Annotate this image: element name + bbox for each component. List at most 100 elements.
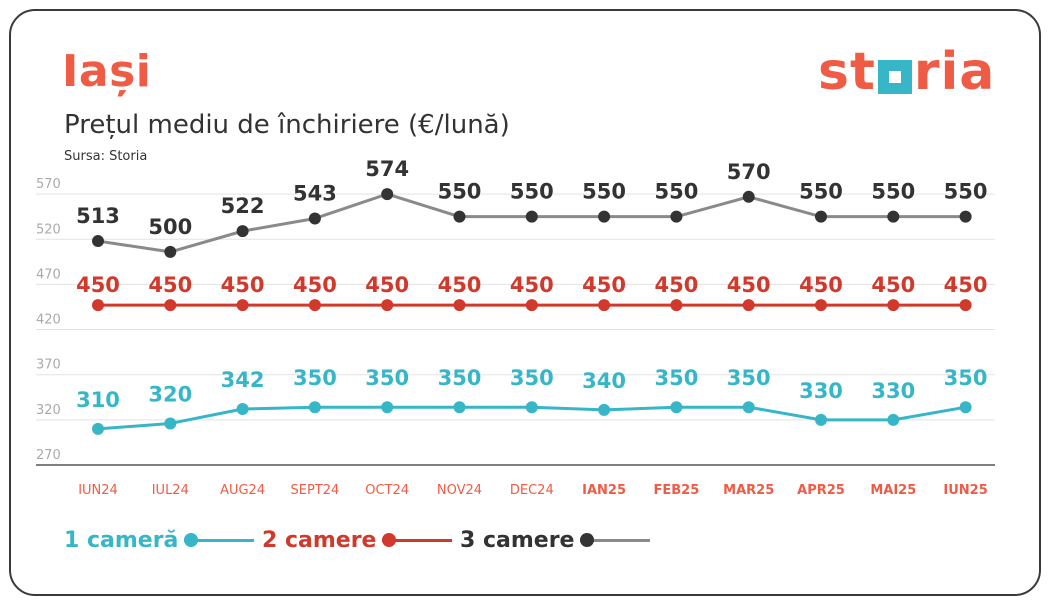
series-3-camere-point (525, 210, 538, 223)
series-3-camere-data-label: 550 (654, 180, 698, 204)
y-tick-label: 420 (36, 313, 61, 328)
series-2-camere-point (164, 299, 177, 312)
series-1-camera-data-label: 350 (365, 366, 409, 390)
series-3-camere-data-label: 550 (799, 180, 843, 204)
chart-card (9, 9, 1041, 596)
series-2-camere-point (236, 299, 249, 312)
series-2-camere-data-label: 450 (293, 273, 337, 297)
series-2-camere-data-label: 450 (76, 273, 120, 297)
series-2-camere-data-label: 450 (148, 273, 192, 297)
legend-line-2-camere (382, 533, 453, 547)
x-tick-label: IAN25 (582, 483, 626, 498)
series-3-camere-data-label: 550 (582, 180, 626, 204)
legend-marker-3-camere (580, 533, 595, 547)
series-2-camere-data-label: 450 (438, 273, 482, 297)
x-tick-label: SEPT24 (291, 483, 340, 498)
series-1-camera-point (453, 401, 466, 414)
series-2-camere-point (453, 299, 466, 312)
series-3-camere-point (92, 235, 104, 248)
series-1-camera-data-label: 320 (148, 382, 192, 406)
x-tick-label: DEC24 (510, 483, 554, 498)
logo-text-end: ria (913, 42, 996, 102)
series-1-camera-data-label: 350 (944, 366, 988, 390)
x-tick-label: FEB25 (654, 483, 700, 498)
series-2-camere-point (381, 299, 394, 312)
legend-label-3-camere: 3 camere (460, 528, 575, 553)
series-2-camere-data-label: 450 (871, 273, 915, 297)
series-3-camere-point (815, 210, 827, 223)
legend-label-1-camera: 1 cameră (64, 528, 179, 553)
series-1-camera-point (164, 417, 177, 430)
series-1-camera-point (887, 413, 900, 426)
legend-item-3-camere: 3 camere (460, 528, 651, 553)
y-tick-label: 320 (36, 403, 61, 418)
series-3-camere-data-label: 522 (221, 194, 265, 218)
series-2-camere-data-label: 450 (221, 273, 265, 297)
logo-square-icon (877, 60, 912, 94)
legend-item-1-camera: 1 cameră (64, 528, 255, 553)
x-tick-label: OCT24 (365, 483, 409, 498)
series-3-camere-data-label: 500 (148, 215, 192, 239)
series-3-camere-data-label: 543 (293, 181, 337, 205)
series-1-camera-data-label: 350 (654, 366, 698, 390)
storia-logo: st ria (818, 42, 996, 102)
legend-line-1-camera (184, 533, 255, 547)
series-1-camera-data-label: 310 (76, 388, 120, 412)
series-3-camere-point (308, 212, 321, 225)
series-1-camera-point (525, 401, 538, 414)
x-tick-label: MAR25 (723, 483, 774, 498)
source-note: Sursa: Storia (64, 149, 148, 164)
series-3-camere-data-label: 550 (871, 180, 915, 204)
y-tick-label: 570 (36, 177, 61, 192)
legend-item-2-camere: 2 camere (262, 528, 453, 553)
series-1-camera-data-label: 330 (799, 379, 843, 403)
series-2-camere-point (887, 299, 900, 312)
series-3-camere-point (453, 210, 466, 223)
x-tick-label: IUN25 (943, 483, 987, 498)
series-3-camere-data-label: 574 (365, 157, 409, 181)
series-3-camere-data-label: 550 (944, 180, 988, 204)
chart-subtitle: Prețul mediu de închiriere (€/lună) (64, 110, 510, 140)
series-2-camere-point (525, 299, 538, 312)
legend-line-3-camere (580, 533, 651, 547)
series-2-camere-point (92, 299, 104, 312)
legend-marker-2-camere (382, 533, 397, 547)
series-1-camera-point (236, 403, 249, 416)
x-tick-label: IUL24 (152, 483, 189, 498)
series-2-camere-data-label: 450 (944, 273, 988, 297)
series-1-camera-data-label: 350 (510, 366, 554, 390)
series-3-camere-data-label: 550 (438, 180, 482, 204)
series-1-camera-point (742, 401, 755, 414)
series-1-camera-data-label: 350 (727, 366, 771, 390)
series-1-camera-point (92, 422, 104, 435)
series-2-camere-data-label: 450 (365, 273, 409, 297)
series-2-camere-data-label: 450 (654, 273, 698, 297)
logo-text-start: st (818, 42, 876, 102)
series-2-camere-point (742, 299, 755, 312)
series-3-camere-data-label: 513 (76, 204, 120, 228)
series-3-camere-point (742, 190, 755, 203)
series-1-camera-point (815, 413, 827, 426)
series-3-camere-point (959, 210, 972, 223)
city-title: Iași (62, 46, 152, 97)
series-3-camere-point (887, 210, 900, 223)
series-3-camere-data-label: 570 (727, 160, 771, 184)
legend-marker-1-camera (184, 533, 199, 547)
series-1-camera-point (959, 401, 972, 414)
series-2-camere-data-label: 450 (510, 273, 554, 297)
series-1-camera-point (381, 401, 394, 414)
series-1-camera-data-label: 330 (871, 379, 915, 403)
x-tick-label: NOV24 (437, 483, 482, 498)
y-tick-label: 370 (36, 358, 61, 373)
y-tick-label: 470 (36, 267, 61, 282)
x-tick-label: IUN24 (78, 483, 118, 498)
y-tick-label: 270 (36, 448, 61, 463)
x-tick-label: AUG24 (220, 483, 265, 498)
series-1-camera-data-label: 350 (293, 366, 337, 390)
series-1-camera-point (308, 401, 321, 414)
series-1-camera-point (670, 401, 683, 414)
series-3-camere-point (236, 225, 249, 238)
series-3-camere-point (598, 210, 611, 223)
series-2-camere-data-label: 450 (727, 273, 771, 297)
